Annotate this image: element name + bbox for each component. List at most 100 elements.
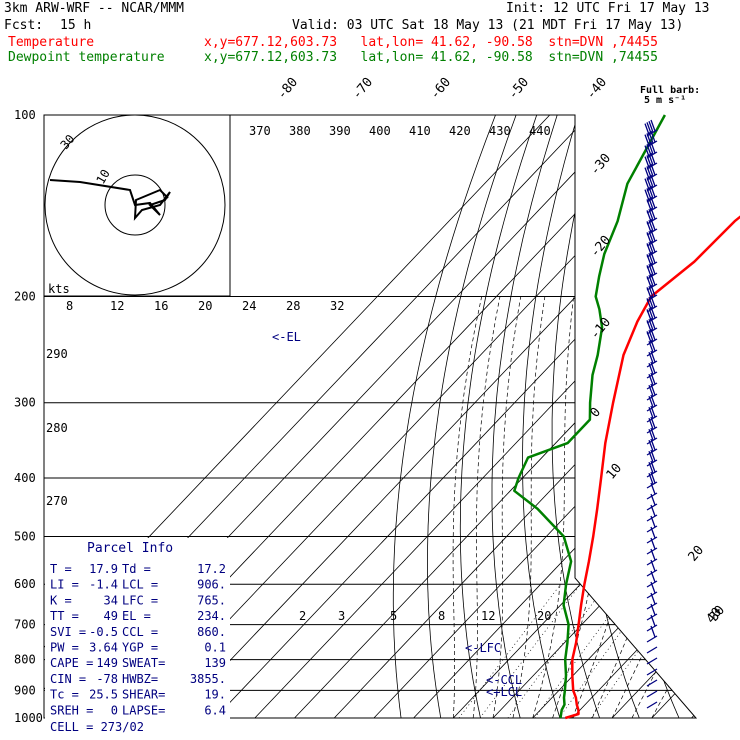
wind-barb-feather [648, 417, 654, 430]
dewpoint-legend: Dewpoint temperature [8, 50, 165, 65]
wind-barb-feather [644, 189, 650, 201]
wind-barb-feather [648, 285, 654, 298]
wind-barb-feather [648, 252, 654, 265]
dry-adiabat [607, 115, 680, 718]
wind-barb-feather [648, 164, 654, 177]
parcel-row-value-a: -78 [96, 672, 118, 686]
isotherm-label: -50 [506, 75, 533, 103]
wind-barb-feather [650, 570, 656, 583]
isotherm-label: -10 [588, 315, 615, 343]
wind-barb-feather [650, 581, 656, 594]
moist-adiabat [512, 296, 546, 718]
isotherm-line [731, 115, 740, 718]
wind-barb-feather [648, 439, 654, 452]
hodograph-speed-tick: 16 [154, 299, 168, 313]
mixing-ratio-label: 20 [537, 609, 551, 623]
isotherm-label: -30 [588, 151, 615, 179]
dry-adiabat [427, 115, 517, 718]
parcel-row-label-a: SVI = [50, 625, 86, 639]
pressure-label: 1000 [14, 711, 43, 725]
dry-adiabat [711, 115, 740, 718]
wind-barb-feather [646, 166, 652, 178]
mixing-ratio-label: 5 [390, 609, 397, 623]
parcel-row-value-a: 149 [96, 656, 118, 670]
isotherm-label: 20 [686, 543, 708, 565]
wind-barb-feather [648, 428, 654, 441]
wind-barb-feather [646, 188, 652, 200]
wind-barb-feather [650, 482, 656, 495]
dry-adiabat [735, 115, 740, 718]
wind-barb-staff [646, 679, 658, 687]
wind-barb-feather [650, 361, 656, 374]
wind-barb-feather [650, 559, 656, 572]
parcel-row-value-a: -1.4 [89, 578, 118, 592]
parcel-row-label-a: T = [50, 562, 72, 576]
wind-barb-feather [650, 460, 656, 473]
isotherm-label: -70 [350, 75, 377, 103]
parcel-row-label-a: K = [50, 593, 72, 607]
isotherm-line [611, 115, 696, 718]
parcel-row-label-a: TT = [50, 609, 79, 623]
parcel-row-label-b: LFC = [122, 593, 158, 607]
theta-label: 270 [46, 494, 68, 508]
parcel-row-value-b: 17.2 [197, 562, 226, 576]
wind-barb-feather [648, 351, 654, 364]
wind-barb-feather [648, 406, 654, 419]
wind-barb-feather [646, 320, 652, 332]
isotherm-line [373, 115, 696, 718]
mixing-ratio-label: 3 [338, 609, 345, 623]
parcel-level-annotation: <-EL [272, 330, 301, 344]
wind-barb-feather [650, 515, 656, 528]
theta-label: 380 [289, 124, 311, 138]
isotherm-line [691, 115, 696, 718]
wind-barb-feather [648, 307, 654, 320]
parcel-row-value-b: 234. [197, 609, 226, 623]
isotherm-label: -80 [275, 75, 302, 103]
wind-barb-staff [646, 635, 658, 643]
theta-label: 390 [329, 124, 351, 138]
isotherm-line [254, 115, 696, 718]
parcel-row-value-a: 49 [104, 609, 118, 623]
wind-barb-feather [646, 331, 652, 343]
wind-barb-feather [650, 603, 656, 616]
parcel-row-value-b: 0.1 [204, 641, 226, 655]
pressure-label: 200 [14, 290, 36, 304]
dry-adiabat [634, 115, 696, 718]
mixing-ratio-label: 8 [438, 609, 445, 623]
wind-barb-feather [650, 174, 656, 187]
wind-barb-feather [646, 309, 652, 321]
wind-barb-feather [646, 199, 652, 211]
hodograph-unit: kts [48, 282, 70, 296]
pressure-label: 900 [14, 683, 36, 697]
parcel-row-value-b: 139 [204, 656, 226, 670]
wind-barb-feather [648, 461, 654, 474]
wind-barb-feather [646, 133, 652, 145]
parcel-row-label-b: LCL = [122, 578, 158, 592]
isotherm-line [413, 115, 696, 718]
isotherm-line [333, 115, 696, 718]
wind-barb-feather [650, 438, 656, 451]
isotherm-line [453, 115, 696, 718]
parcel-level-annotation: <-LFC [465, 641, 501, 655]
isotherm-line [492, 115, 696, 718]
theta-label: 290 [46, 347, 68, 361]
wind-barb-feather [646, 243, 652, 255]
parcel-row-label-a: CIN = [50, 672, 86, 686]
parcel-row-label-b: SHEAR= [122, 688, 165, 702]
hodograph-trace [49, 179, 171, 221]
parcel-row-label-b: CCL = [122, 625, 158, 639]
pressure-label: 700 [14, 618, 36, 632]
parcel-panel-bg [45, 538, 230, 720]
barb-legend-units: 5 m s⁻¹ [644, 95, 686, 106]
temperature-location: x,y=677.12,603.73 lat,lon= 41.62, -90.58… [204, 35, 658, 50]
parcel-row-label-b: EL = [122, 609, 151, 623]
wind-barb-feather [650, 328, 656, 341]
wind-barb-feather [650, 306, 656, 319]
temperature-legend: Temperature [8, 35, 95, 50]
wind-barb-feather [644, 145, 650, 157]
moist-adiabat [651, 296, 696, 718]
hodograph-speed-tick: 28 [286, 299, 300, 313]
wind-barb-feather [650, 449, 656, 462]
pressure-label: 500 [14, 529, 36, 543]
dry-adiabat [551, 115, 600, 718]
